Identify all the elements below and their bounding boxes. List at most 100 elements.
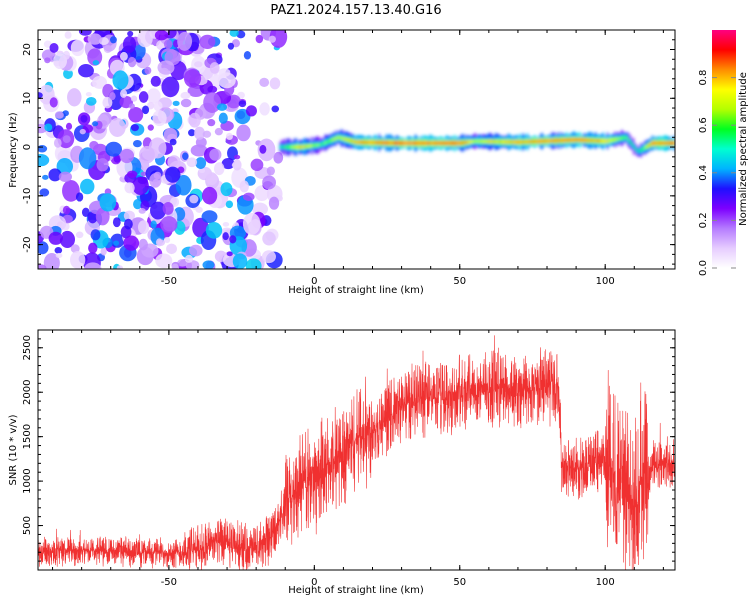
ridge-cell [427,142,430,145]
snr-ytick-label: 2500 [22,335,33,360]
ridge-cell [522,141,525,143]
noise-blob [87,211,98,224]
ridge-cell [337,136,340,139]
ridge-cell [279,146,282,148]
ridge-cell [643,147,645,150]
ridge-cell [592,139,594,142]
ridge-cell [343,138,346,140]
ridge-cell [483,140,485,143]
ridge-cell [525,140,527,143]
ridge-cell [371,141,373,144]
ridge-cell [603,140,606,143]
ridge-cell [467,141,469,144]
noise-blob [38,264,47,269]
noise-blob [90,229,101,241]
ridge-cell [333,138,335,141]
ridge-cell [611,139,613,141]
noise-blob [198,168,206,174]
ridge-cell [544,140,546,142]
ridge-cell [395,142,398,144]
ridge-cell [632,145,635,148]
noise-blob [59,230,76,249]
ridge-cell [397,142,399,144]
ridge-cell [446,142,449,145]
noise-blob [38,154,50,167]
noise-blob [199,34,216,49]
noise-blob [137,30,153,48]
noise-blob [87,33,103,45]
noise-blob [195,157,207,169]
noise-blob [70,251,86,269]
ridge-cell [661,142,664,145]
noise-blob [188,244,203,257]
noise-blob [96,158,109,172]
ridge-cell [442,142,445,145]
ridge-cell [552,139,555,142]
ridge-cell [589,139,591,142]
ridge-cell [579,138,581,141]
ridge-cell [291,146,293,148]
noise-blob [203,92,222,113]
ridge-cell [599,140,602,142]
noise-blob [171,263,179,269]
noise-blob [231,162,240,168]
ridge-cell [669,142,671,145]
ridge-cell [455,142,458,145]
noise-blob [54,111,64,119]
noise-blob [89,141,99,150]
ridge-cell [595,139,597,142]
noise-blob [242,212,261,235]
noise-blob [172,100,180,107]
ridge-cell [352,140,354,143]
ridge-cell [618,137,621,140]
noise-blob [116,265,123,269]
ridge-cell [357,141,360,144]
heatmap-ylabel: Frequency (Hz) [8,112,19,188]
ridge-cell [410,142,413,145]
noise-blob [207,119,216,127]
snr-ytick-label: 500 [22,516,33,535]
noise-blob [147,124,154,131]
noise-blob [109,117,126,137]
noise-blob [202,130,212,138]
ridge-cell [296,146,299,148]
ridge-cell [327,140,330,143]
ridge-cell [571,139,574,141]
noise-blob [180,91,191,99]
ridge-cell [314,144,317,147]
colorbar-gradient [712,30,736,268]
noise-blob [75,231,84,239]
noise-blob [271,105,280,113]
noise-blob [269,77,281,90]
ridge-cell [449,142,452,145]
noise-blob [195,137,207,148]
ridge-cell [596,139,599,142]
noise-blob [128,107,144,123]
noise-blob [169,138,177,146]
ridge-cell [654,142,657,145]
noise-blob [48,168,62,182]
ridge-cell [355,141,357,144]
ridge-cell [474,140,477,143]
ridge-cell [551,139,554,142]
noise-blob [138,238,148,251]
noise-blob [81,207,90,217]
ridge-cell [349,139,351,142]
heatmap-frame [37,29,676,270]
ridge-cell [366,141,369,144]
noise-blob [269,30,288,48]
noise-blob [214,127,223,136]
ridge-cell [554,139,557,142]
colorbar-label: Normalized spectral amplitude [738,72,749,226]
ridge-cell [533,140,536,143]
ridge-cell [605,140,607,143]
ridge-cell [494,140,497,143]
ridge-cell [499,140,501,143]
noise-blob [123,210,135,222]
noise-blob [182,152,189,161]
noise-blob [85,91,92,97]
noise-blob [152,110,167,127]
ridge-cell [597,139,600,142]
ridge-cell [419,142,421,145]
ridge-cell [437,142,440,145]
